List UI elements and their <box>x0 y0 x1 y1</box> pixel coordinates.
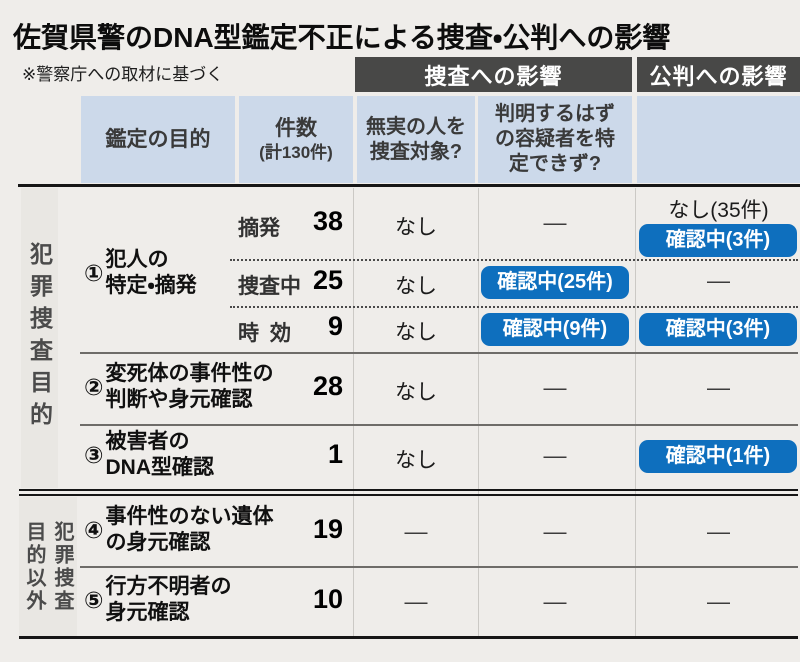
cell-innocent-1a: なし <box>395 216 437 239</box>
subheader-innocent-line2: 捜査対象? <box>369 140 463 163</box>
cell-trial-5: — <box>707 588 730 614</box>
row-label-1-line2: 特定・摘発 <box>105 274 197 297</box>
page-title: 佐賀県警のDNA型鑑定不正による捜査・公判への影響 <box>13 22 671 53</box>
group-label-criminal-investigation-purpose: 犯罪捜査目的 <box>21 188 58 488</box>
cell-suspect-2: — <box>543 374 567 400</box>
divider-table-bottom <box>19 636 798 639</box>
cell-innocent-1b: なし <box>395 275 437 298</box>
cell-trial-4: — <box>707 518 730 544</box>
divider-row <box>80 424 798 426</box>
header-trial-impact: 公判への影響 <box>637 57 800 92</box>
row-label-5-line1: 行方不明者の <box>105 575 232 598</box>
count-38: 38 <box>312 206 343 236</box>
cell-suspect-1a: — <box>543 209 567 235</box>
divider-group-top <box>19 489 798 491</box>
circled-number-3: ③ <box>84 441 104 468</box>
subheader-purpose-label: 鑑定の目的 <box>105 127 211 151</box>
subheader-purpose: 鑑定の目的 <box>81 96 235 183</box>
row-label-4-line2: の身元確認 <box>105 531 211 554</box>
subheader-innocent-targeted: 無実の人を 捜査対象? <box>357 96 475 183</box>
circled-number-2: ② <box>84 373 104 400</box>
subheader-count-line1: 件数 <box>275 116 317 140</box>
divider-row <box>80 352 798 354</box>
row-label-5-line2: 身元確認 <box>105 601 190 624</box>
row-label-3: ③ 被害者の DNA型確認 <box>84 429 214 481</box>
row-label-3-line2: DNA型確認 <box>105 456 214 479</box>
divider-group-bottom <box>19 494 798 496</box>
count-9: 9 <box>327 311 343 341</box>
cell-trial-2: — <box>707 374 730 400</box>
row-label-2-line2: 判断や身元確認 <box>105 388 253 411</box>
cell-innocent-3: なし <box>395 449 437 472</box>
count-28: 28 <box>312 371 343 401</box>
subcategory-tekihatsu: 摘発 <box>238 217 280 240</box>
badge-confirming-3: 確認中(3件) <box>639 224 797 257</box>
row-label-4-line1: 事件性のない遺体 <box>105 505 274 528</box>
row-label-1: ① 犯人の 特定・摘発 <box>84 247 197 299</box>
circled-number-4: ④ <box>84 516 104 543</box>
row-label-2: ② 変死体の事件性の 判断や身元確認 <box>84 361 273 413</box>
subheader-trial-empty <box>637 96 800 183</box>
group-label-text: 犯罪捜査 目的以外 <box>20 521 76 613</box>
divider-row <box>80 566 798 568</box>
group-label-line1: 犯罪捜査 <box>51 520 73 613</box>
cell-trial-1b: — <box>707 267 730 293</box>
cell-innocent-2: なし <box>395 381 437 404</box>
group-label-text: 犯罪捜査目的 <box>26 242 53 434</box>
divider-dotted <box>230 259 798 261</box>
count-1: 1 <box>327 439 343 469</box>
circled-number-5: ⑤ <box>84 586 104 613</box>
row-label-4: ④ 事件性のない遺体 の身元確認 <box>84 504 273 556</box>
source-note: ※警察庁への取材に基づく <box>22 65 224 84</box>
cell-innocent-5: — <box>404 588 428 614</box>
count-19: 19 <box>312 514 343 544</box>
row-label-2-line1: 変死体の事件性の <box>105 362 274 385</box>
header-investigation-impact: 捜査への影響 <box>355 57 632 92</box>
cell-trial-1a-text: なし(35件) <box>668 199 769 222</box>
badge-confirming-25: 確認中(25件) <box>481 266 629 299</box>
cell-suspect-3: — <box>543 442 567 468</box>
subheader-suspect-line1: 判明するはず <box>495 103 615 125</box>
group-label-non-criminal-investigation: 犯罪捜査 目的以外 <box>19 497 77 636</box>
row-label-5: ⑤ 行方不明者の 身元確認 <box>84 574 231 626</box>
count-25: 25 <box>312 265 343 295</box>
grid-line-vertical <box>635 188 636 636</box>
grid-line-vertical <box>478 188 479 636</box>
subheader-suspect-line3: 定できず? <box>508 153 602 175</box>
subheader-count-line2: (計130件) <box>259 142 333 162</box>
count-10: 10 <box>312 584 343 614</box>
subheader-suspect-line2: の容疑者を特 <box>495 128 615 150</box>
subheader-suspect-unidentified: 判明するはず の容疑者を特 定できず? <box>478 96 632 183</box>
subcategory-jikou: 時効 <box>238 322 302 345</box>
group-label-line2: 目的以外 <box>23 520 45 613</box>
badge-confirming-1: 確認中(1件) <box>639 440 797 473</box>
cell-suspect-4: — <box>543 518 567 544</box>
subcategory-sousachuu: 捜査中 <box>238 275 301 298</box>
divider-dotted <box>230 306 798 308</box>
grid-line-vertical <box>353 188 354 636</box>
subheader-innocent-line1: 無実の人を <box>366 115 466 138</box>
badge-confirming-3b: 確認中(3件) <box>639 313 797 346</box>
circled-number-1: ① <box>84 259 104 286</box>
divider-header-bottom <box>18 184 800 187</box>
badge-confirming-9: 確認中(9件) <box>481 313 629 346</box>
cell-innocent-1c: なし <box>395 321 437 344</box>
cell-innocent-4: — <box>404 518 428 544</box>
cell-suspect-5: — <box>543 588 567 614</box>
row-label-3-line1: 被害者の <box>105 430 190 453</box>
subheader-count: 件数 (計130件) <box>239 96 353 183</box>
row-label-1-line1: 犯人の <box>105 248 169 271</box>
